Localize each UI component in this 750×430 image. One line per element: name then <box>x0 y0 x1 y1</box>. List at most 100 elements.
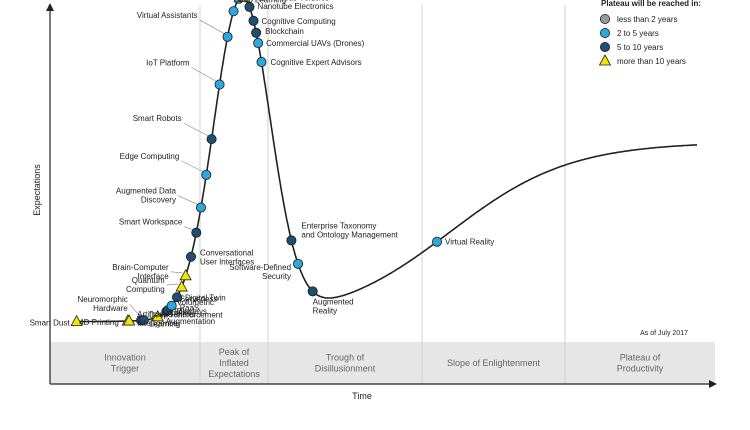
phase-bands <box>50 342 715 384</box>
technology-marker <box>214 79 225 90</box>
phase-dividers <box>199 5 566 384</box>
technology-label: IoT Platform <box>146 59 190 68</box>
technology-label: Augmented Data Discovery <box>116 187 177 205</box>
y-axis-arrow <box>46 3 54 11</box>
technology-marker <box>432 236 443 247</box>
technology-marker <box>185 251 196 262</box>
legend-marker <box>600 42 611 53</box>
technology-marker <box>122 314 136 326</box>
technology-label: Digital Twin <box>185 293 226 302</box>
phase-label: Expectations <box>208 369 260 379</box>
technology-label: Cognitive Computing <box>261 17 335 26</box>
technology-marker <box>195 202 206 213</box>
technology-label: Volumetric Displays <box>177 298 214 316</box>
as-of-note: As of July 2017 <box>640 330 688 337</box>
technology-marker <box>222 31 233 42</box>
technology-label: Deep Learning <box>234 0 286 4</box>
technology-marker <box>228 6 239 17</box>
label-leader-line <box>181 160 204 173</box>
axes <box>46 3 717 388</box>
legend-marker <box>600 27 611 38</box>
legend-label: less than 2 years <box>617 15 677 24</box>
phase-label: Trough of <box>326 353 365 363</box>
label-leader-line <box>199 19 225 35</box>
label-leader-line <box>184 226 194 230</box>
technology-marker <box>175 280 188 292</box>
label-leaders <box>129 19 225 318</box>
technology-label: Smart Dust <box>30 319 71 328</box>
x-axis-title: Time <box>352 391 372 401</box>
legend-label: more than 10 years <box>617 57 686 66</box>
technology-label: Smart Workspace <box>119 218 183 227</box>
technology-label: Smart Robots <box>133 114 182 123</box>
legend: Plateau will be reached in: less than 2 y… <box>590 0 706 71</box>
technology-label: Conversational User Interfaces <box>200 249 254 267</box>
phase-label: Productivity <box>617 364 664 374</box>
technology-label: Commercial UAVs (Drones) <box>266 39 364 48</box>
legend-box <box>590 0 706 71</box>
technology-marker <box>201 169 212 180</box>
phase-band-background <box>50 342 715 384</box>
label-leader-line <box>129 303 141 318</box>
technology-label: Machine Learning <box>252 0 316 1</box>
technology-marker <box>251 27 262 38</box>
technology-label: Serverless PaaS <box>180 295 218 313</box>
phase-label: Slope of Enlightenment <box>447 358 541 368</box>
technology-label: Neuromorphic Hardware <box>78 295 129 313</box>
technology-label: Enterprise Taxonomy and Ontology Manageme… <box>301 221 398 239</box>
technology-marker <box>253 38 264 49</box>
technology-label: Artificial General Intelligence <box>137 310 196 328</box>
technology-marker <box>238 0 251 2</box>
technology-marker <box>286 235 297 246</box>
technology-label: Brain-Computer Interface <box>112 263 169 281</box>
technology-label: Autonomous Vehicles <box>252 0 329 2</box>
technology-label: Virtual Assistants <box>137 11 198 20</box>
technology-marker <box>70 314 83 327</box>
technology-marker <box>248 15 259 26</box>
technology-label: 5G <box>174 307 185 316</box>
legend-marker <box>600 13 611 24</box>
technology-marker <box>206 134 217 145</box>
technology-label: Human Augmentation <box>166 308 215 326</box>
technology-label: Deep Reinforcement Learning <box>149 310 223 328</box>
phase-label: Disillusionment <box>315 364 376 374</box>
label-leader-line <box>177 195 199 205</box>
technology-labels: Smart Dust 4D Printing Artificial General I… <box>30 0 495 328</box>
technology-marker <box>138 315 149 326</box>
technology-marker <box>244 1 255 12</box>
legend-marker <box>598 54 612 66</box>
label-leader-line <box>191 67 217 82</box>
technology-label: Blockchain <box>265 27 304 36</box>
technology-marker <box>166 300 177 311</box>
label-leader-line <box>170 271 183 274</box>
phase-label: Inflated <box>219 358 249 368</box>
phase-label: Plateau of <box>620 353 661 363</box>
technology-marker <box>293 258 304 269</box>
technology-label: Augmented Reality <box>313 297 354 315</box>
technology-label: 4D Printing <box>79 318 119 327</box>
phase-label: Innovation <box>104 353 146 363</box>
label-leader-line <box>166 283 179 286</box>
technology-label: Nanotube Electronics <box>258 2 334 11</box>
technology-marker <box>151 310 164 322</box>
legend-label: 2 to 5 years <box>617 29 659 38</box>
technology-label: Quantum Computing <box>126 276 165 294</box>
technology-marker <box>256 57 267 68</box>
phase-label: Trigger <box>111 364 139 374</box>
legend-label: 5 to 10 years <box>617 43 663 52</box>
y-axis-title: Expectations <box>32 164 42 216</box>
technology-markers <box>70 0 443 327</box>
technology-label: Virtual Reality <box>445 238 494 247</box>
label-leader-line <box>183 122 209 137</box>
technology-marker <box>191 227 202 238</box>
technology-marker <box>307 286 318 297</box>
technology-label: Edge Computing <box>120 152 180 161</box>
technology-marker <box>172 292 183 303</box>
technology-label: Software-Defined Security <box>229 263 291 281</box>
technology-marker <box>179 268 192 281</box>
x-axis-arrow <box>709 380 717 388</box>
technology-label: Cognitive Expert Advisors <box>270 58 361 67</box>
phase-label: Peak of <box>219 347 250 357</box>
